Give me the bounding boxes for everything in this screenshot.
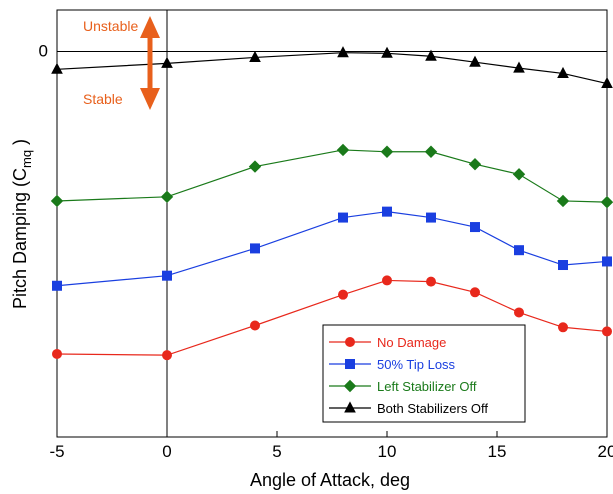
legend-box (322, 324, 526, 423)
legend-entry: Left Stabilizer Off (329, 379, 477, 394)
stability-annotation: Unstable Stable (83, 16, 160, 110)
data-point (600, 195, 613, 209)
x-tick-label: 5 (272, 442, 281, 461)
data-point (250, 243, 260, 254)
data-point (161, 56, 173, 68)
series-line (56, 211, 608, 287)
series-3 (51, 46, 613, 89)
data-point (601, 76, 613, 89)
series-2 (50, 143, 613, 209)
arrow-up-icon (140, 16, 160, 38)
stable-label: Stable (83, 91, 123, 107)
legend-entry: No Damage (329, 335, 446, 350)
data-point (250, 320, 260, 331)
data-point (162, 270, 172, 281)
legend-marker (345, 337, 355, 347)
series-line (56, 52, 608, 85)
x-tick-label: 0 (162, 442, 171, 461)
data-point (381, 46, 393, 58)
legend-label: No Damage (377, 335, 446, 350)
data-point (470, 287, 480, 298)
data-point (426, 212, 436, 223)
y-axis-title-main: Pitch Damping (C (10, 168, 30, 309)
data-point (602, 256, 612, 267)
data-point (380, 145, 394, 158)
legend-label: Left Stabilizer Off (377, 379, 477, 394)
data-point (426, 276, 436, 287)
data-point (558, 260, 568, 271)
legend-entries: No Damage 50% Tip Loss Left Stabilizer Off… (329, 335, 488, 416)
legend-marker (345, 359, 355, 369)
data-point (468, 157, 482, 171)
data-point (514, 307, 524, 318)
data-point (469, 55, 481, 67)
arrow-down-icon (140, 88, 160, 110)
data-point (470, 222, 480, 233)
legend-marker (343, 379, 357, 393)
x-axis-ticks: -5 0 5 10 15 20 (49, 431, 613, 461)
y-tick-label: 0 (39, 42, 48, 61)
series-0 (52, 275, 612, 361)
series-layer (50, 46, 613, 361)
data-point (338, 212, 348, 223)
data-point (50, 194, 64, 208)
data-point (558, 322, 568, 333)
data-point (249, 50, 261, 62)
legend-label: Both Stabilizers Off (377, 401, 488, 416)
data-point (160, 190, 174, 204)
x-axis-title: Angle of Attack, deg (250, 470, 410, 490)
data-point (162, 350, 172, 361)
series-1 (52, 206, 612, 291)
data-point (52, 348, 62, 359)
data-point (338, 289, 348, 300)
data-point (556, 194, 570, 208)
x-tick-label: 10 (378, 442, 397, 461)
legend: No Damage 50% Tip Loss Left Stabilizer Off… (322, 324, 526, 423)
data-point (382, 206, 392, 217)
data-point (248, 160, 262, 173)
data-point (382, 275, 392, 286)
y-axis-title-close: ) (10, 139, 30, 150)
data-point (514, 245, 524, 256)
data-point (52, 280, 62, 291)
data-point (513, 61, 525, 73)
data-point (602, 326, 612, 337)
y-axis-ticks: 0 (39, 42, 48, 61)
x-tick-label: 20 (598, 442, 613, 461)
legend-marker (344, 401, 356, 413)
unstable-label: Unstable (83, 18, 138, 34)
data-point (424, 145, 438, 158)
data-point (336, 143, 350, 157)
data-point (425, 49, 437, 61)
legend-entry: 50% Tip Loss (329, 357, 456, 372)
data-point (512, 168, 526, 181)
y-axis-title: Pitch Damping (Cmq ) (10, 139, 34, 309)
x-tick-label: -5 (49, 442, 64, 461)
data-point (337, 46, 349, 58)
data-point (557, 66, 569, 78)
series-line (56, 149, 608, 203)
legend-label: 50% Tip Loss (377, 357, 456, 372)
data-point (51, 62, 63, 74)
y-axis-title-subscript: mq (19, 150, 34, 168)
legend-entry: Both Stabilizers Off (329, 401, 488, 416)
x-tick-label: 15 (488, 442, 507, 461)
series-line (56, 279, 608, 356)
